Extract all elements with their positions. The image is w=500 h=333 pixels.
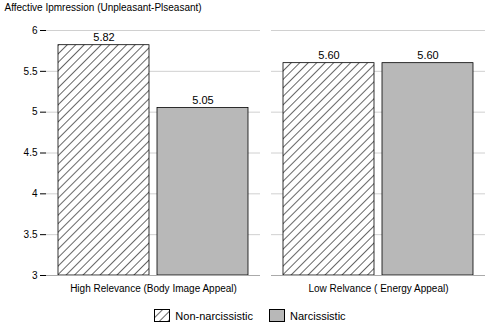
svg-text:Affective Ipmression (Unpleasa: Affective Ipmression (Unpleasant-Plseasa… <box>5 2 202 13</box>
svg-text:High Relevance (Body Image App: High Relevance (Body Image Appeal) <box>70 283 237 294</box>
svg-text:4: 4 <box>32 188 38 199</box>
svg-text:5.60: 5.60 <box>417 49 438 61</box>
svg-text:5.60: 5.60 <box>318 49 339 61</box>
svg-text:6: 6 <box>32 25 38 36</box>
html-text:Narcissistic: Narcissistic <box>290 309 346 322</box>
svg-text:4.5: 4.5 <box>24 147 38 158</box>
svg-text:5.82: 5.82 <box>93 31 114 43</box>
svg-text:5: 5 <box>32 106 38 117</box>
svg-text:Low Relvance ( Energy Appeal): Low Relvance ( Energy Appeal) <box>308 283 448 294</box>
svg-text:3: 3 <box>32 270 38 281</box>
svg-text:3.5: 3.5 <box>24 229 38 240</box>
html-text:Non-narcissistic: Non-narcissistic <box>175 309 253 322</box>
svg-text:5.05: 5.05 <box>192 94 213 106</box>
svg-text:5.5: 5.5 <box>24 66 38 77</box>
